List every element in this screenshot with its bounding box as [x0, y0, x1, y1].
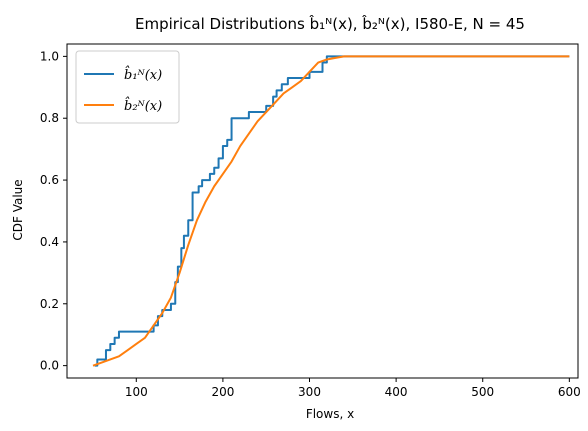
series-line-2: [92, 55, 570, 367]
y-tick-label: 0.6: [40, 173, 59, 187]
y-tick-label: 0.8: [40, 111, 59, 125]
plot-frame: [66, 43, 579, 379]
x-tick-label: 600: [558, 385, 581, 399]
x-tick-label: 500: [471, 385, 494, 399]
y-tick-label: 0.0: [40, 359, 59, 373]
legend-label-series-1: b̂₁ᴺ(x): [124, 65, 162, 83]
x-tick-label: 200: [211, 385, 234, 399]
y-tick-label: 1.0: [40, 49, 59, 63]
x-tick-label: 300: [298, 385, 321, 399]
y-tick-label: 0.2: [40, 297, 59, 311]
y-axis-label: CDF Value: [11, 179, 25, 240]
plot-area: 100 200 300 400 500 600 0.0 0.2 0.4 0.6 0.8 1.0: [40, 43, 581, 399]
x-axis-label: Flows, x: [306, 407, 354, 421]
legend-label-series-2: b̂₂ᴺ(x): [124, 96, 162, 114]
x-tick-label: 400: [385, 385, 408, 399]
y-tick-label: 0.4: [40, 235, 59, 249]
series-line-1: [94, 55, 570, 367]
chart-title: Empirical Distributions b̂₁ᴺ(x), b̂₂ᴺ(x)…: [135, 14, 525, 33]
x-tick-label: 100: [125, 385, 148, 399]
legend: b̂₁ᴺ(x) b̂₂ᴺ(x): [75, 50, 180, 124]
